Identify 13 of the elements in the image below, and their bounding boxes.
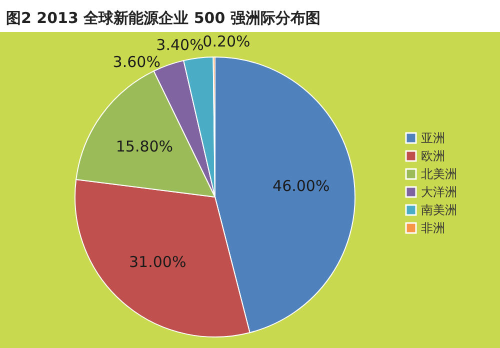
chart-title: 图2 2013 全球新能源企业 500 强洲际分布图 (6, 9, 320, 27)
legend-label: 亚洲 (421, 131, 445, 145)
data-label: 3.60% (112, 53, 160, 72)
legend-label: 南美洲 (421, 203, 457, 217)
legend-label: 大洋洲 (421, 185, 457, 199)
data-label: 46.00% (272, 177, 330, 196)
data-label: 15.80% (116, 137, 174, 156)
data-label: 0.20% (202, 32, 250, 50)
legend-label: 非洲 (421, 221, 445, 235)
legend-label: 欧洲 (421, 149, 445, 163)
legend-label: 北美洲 (421, 167, 457, 181)
data-label: 3.40% (156, 36, 204, 54)
data-label: 31.00% (128, 253, 186, 272)
